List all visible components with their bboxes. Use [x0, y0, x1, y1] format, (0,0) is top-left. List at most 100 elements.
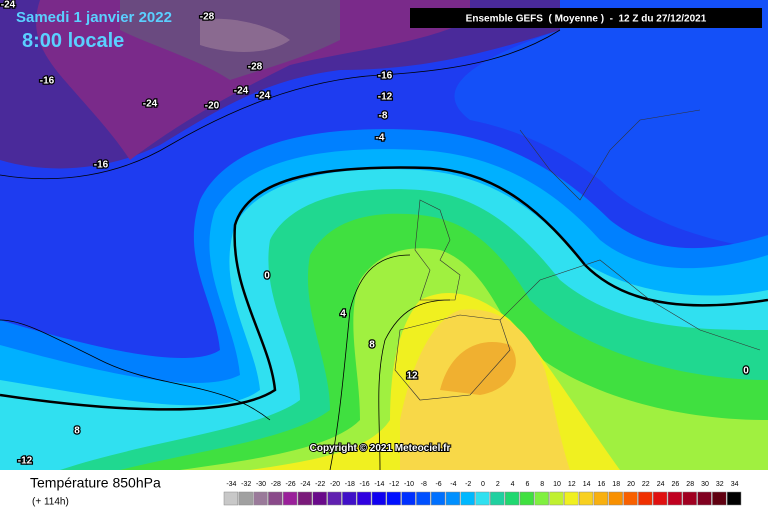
scale-swatch: [416, 491, 431, 506]
scale-label: 6: [525, 481, 529, 488]
band-14: [440, 342, 516, 395]
contour-label: -16: [40, 76, 55, 87]
scale-label: -22: [315, 481, 325, 488]
scale-label: 30: [701, 481, 709, 488]
contour-label: -24: [1, 0, 16, 11]
zero-contour: [0, 166, 768, 411]
scale-label: -28: [271, 481, 281, 488]
scale-swatch: [697, 491, 712, 506]
scale-label: 34: [731, 481, 739, 488]
scale-label: -20: [330, 481, 340, 488]
contour-label: 8: [74, 426, 80, 437]
contour-label: -20: [205, 101, 220, 112]
scale-swatch: [297, 491, 313, 506]
scale-label: 2: [496, 481, 500, 488]
scale-label: 12: [568, 481, 576, 488]
scale-label: 28: [686, 481, 694, 488]
contour: [329, 254, 411, 471]
scale-swatch: [430, 491, 446, 506]
scale-swatch: [312, 491, 327, 506]
contour-label: -16: [94, 160, 109, 171]
coastline: [519, 109, 701, 201]
scandinavia-cold: [454, 0, 768, 250]
scale-swatch: [238, 491, 253, 506]
scale-label: -14: [374, 481, 384, 488]
contour: [0, 29, 561, 180]
scale-swatch: [460, 491, 475, 506]
footer-lead: (+ 114h): [32, 497, 69, 508]
contour-label: -24: [234, 86, 249, 97]
coastline: [499, 259, 761, 351]
model-box: [410, 8, 762, 28]
model: Ensemble GEFS ( Moyenne ) - 12 Z du 27/1…: [466, 14, 707, 25]
scale-swatch: [504, 491, 520, 506]
scale-swatch: [726, 491, 742, 506]
scale-label: -26: [286, 481, 296, 488]
scale-label: -8: [421, 481, 427, 488]
scale-label: -4: [450, 481, 456, 488]
contour-label: -8: [379, 111, 388, 122]
scale-swatch: [549, 491, 564, 506]
scale-swatch: [712, 491, 727, 506]
scale-label: 14: [583, 481, 591, 488]
scale-label: 18: [612, 481, 620, 488]
scale-swatch: [564, 491, 579, 506]
time: 8:00 locale: [22, 30, 124, 52]
scale-label: -6: [435, 481, 441, 488]
scale-swatch: [623, 491, 638, 506]
contour-label: 0: [743, 366, 749, 377]
scale-swatch: [253, 491, 268, 506]
scale-swatch: [223, 491, 239, 506]
scale-label: 22: [642, 481, 650, 488]
contour-label: -28: [248, 62, 263, 73]
scale-swatch: [578, 491, 594, 506]
scale-label: -2: [465, 481, 471, 488]
scale-label: 32: [716, 481, 724, 488]
scale-swatch: [371, 491, 387, 506]
scale-label: 16: [598, 481, 606, 488]
contour: [378, 299, 451, 471]
scale-swatch: [534, 491, 549, 506]
iberia: [394, 314, 511, 401]
contour-label: 12: [406, 371, 418, 382]
scale-label: -12: [389, 481, 399, 488]
date: Samedi 1 janvier 2022: [16, 9, 172, 26]
scale-swatch: [342, 491, 357, 506]
copyright: Copyright © 2021 Meteociel.fr: [310, 443, 451, 454]
scale-label: 10: [553, 481, 561, 488]
scale-swatch: [519, 491, 535, 506]
scale-swatch: [638, 491, 653, 506]
contour-label: -16: [378, 71, 393, 82]
scale-label: -32: [241, 481, 251, 488]
contour-label: 0: [264, 271, 270, 282]
scale-swatch: [327, 491, 342, 506]
scale-swatch: [682, 491, 697, 506]
scale-swatch: [386, 491, 401, 506]
contour-label: 4: [340, 309, 346, 320]
scale-label: 24: [657, 481, 665, 488]
scale-swatch: [608, 491, 623, 506]
scale-label: -18: [345, 481, 355, 488]
scale-swatch: [667, 491, 683, 506]
scale-swatch: [401, 491, 416, 506]
scale-swatch: [268, 491, 283, 506]
scale-swatch: [475, 491, 490, 506]
contour-label: -12: [378, 92, 393, 103]
british-isles: [414, 199, 461, 301]
contour-label: -28: [200, 12, 215, 23]
scale-swatch: [282, 491, 298, 506]
scale-swatch: [356, 491, 372, 506]
scale-label: -30: [256, 481, 266, 488]
contour-label: -24: [143, 99, 158, 110]
scale-swatch: [490, 491, 505, 506]
scale-label: 20: [627, 481, 635, 488]
greenland-top: [200, 18, 290, 52]
scale-label: -10: [404, 481, 414, 488]
scale-swatch: [593, 491, 609, 506]
scale-swatch: [445, 491, 461, 506]
contour: [0, 319, 271, 421]
scale-label: -16: [360, 481, 370, 488]
scale-label: -24: [300, 481, 310, 488]
